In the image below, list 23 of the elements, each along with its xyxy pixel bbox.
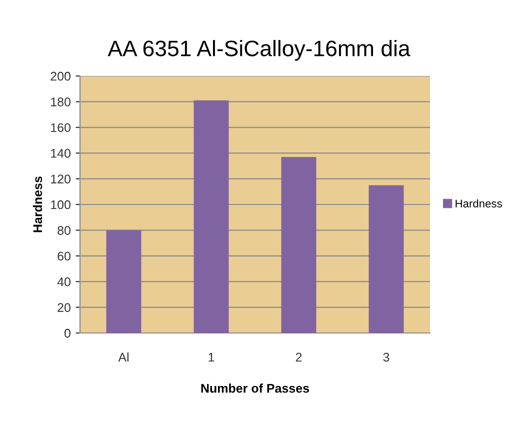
y-axis-title: Hardness [32,176,42,232]
y-tick-label: 160 [51,123,70,132]
y-tick-label: 200 [50,72,70,81]
x-axis-title: Number of Passes [201,384,310,393]
y-tick-label: 180 [51,98,70,106]
y-tick-label: 140 [51,148,70,158]
x-tick-label: 3 [383,352,390,362]
y-tick-label: 80 [58,226,70,235]
bar [281,156,316,333]
y-tick-label: 100 [51,200,70,210]
x-tick-label: 1 [208,352,214,362]
legend-label: Hardness [456,199,502,208]
bar [106,230,142,333]
bar [368,185,404,333]
y-tick-label: 40 [57,277,70,286]
x-tick-label: Al [118,352,128,362]
bar [194,100,229,333]
chart-title: AA 6351 Al-SiCalloy-16mm dia [108,40,410,61]
y-tick-label: 0 [64,328,70,338]
y-tick-label: 120 [51,174,70,184]
y-tick-label: 20 [58,303,70,312]
y-tick-label: 60 [58,252,70,261]
x-tick-label: 2 [296,352,302,362]
